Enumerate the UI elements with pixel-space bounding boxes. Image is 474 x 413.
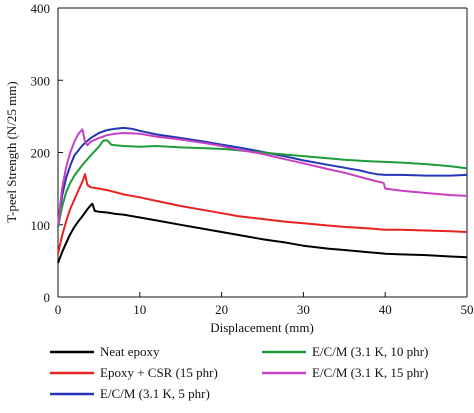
y-tick-label: 300 [31,73,51,88]
y-tick-label: 200 [31,146,51,161]
x-axis-ticks: 0 10 20 30 40 50 [55,292,474,317]
series-line-3 [57,126,468,228]
x-tick-label: 10 [133,302,146,317]
legend-label-2: Epoxy + CSR (15 phr) [100,365,218,380]
legend-label-1: Neat epoxy [100,344,160,359]
legend-label-5: E/C/M (3.1 K, 15 phr) [312,365,428,380]
y-axis-label: T-peel Strength (N/25 mm) [4,81,19,222]
series-line-2 [57,173,468,254]
series-line-5 [57,128,468,226]
x-tick-label: 0 [55,302,62,317]
x-tick-label: 30 [297,302,310,317]
x-tick-label: 50 [461,302,474,317]
series-line-4 [57,139,468,228]
legend-label-3: E/C/M (3.1 K, 5 phr) [100,386,210,401]
x-tick-label: 20 [215,302,228,317]
legend: Neat epoxy Epoxy + CSR (15 phr) E/C/M (3.1… [50,344,428,401]
y-tick-label: 0 [44,290,51,305]
y-axis-ticks: 0 100 200 300 400 [31,1,63,305]
y-tick-label: 100 [31,218,51,233]
x-tick-label: 40 [379,302,392,317]
series-lines [57,126,468,264]
legend-label-4: E/C/M (3.1 K, 10 phr) [312,344,428,359]
series-line-1 [57,202,468,264]
y-tick-label: 400 [31,1,51,16]
x-axis-label: Displacement (mm) [210,320,314,335]
